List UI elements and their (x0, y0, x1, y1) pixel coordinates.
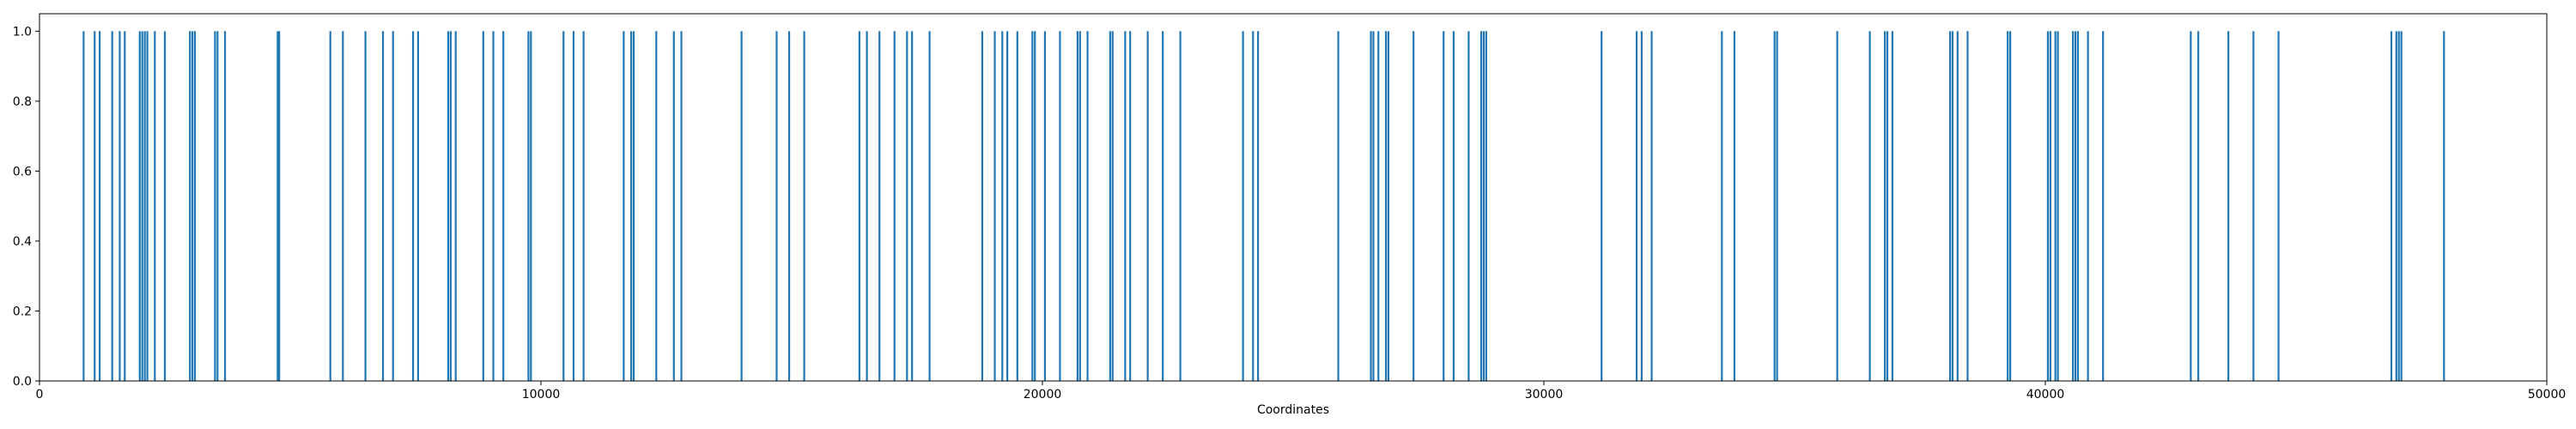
x-tick-label: 20000 (1024, 388, 1062, 402)
x-tick-label: 10000 (522, 388, 561, 402)
x-tick-label: 0 (36, 388, 44, 402)
y-tick-label: 0.0 (13, 375, 32, 389)
y-tick-label: 1.0 (13, 25, 32, 39)
x-axis-label: Coordinates (1257, 403, 1329, 417)
plot-frame (39, 13, 2548, 382)
x-tick-label: 50000 (2528, 388, 2567, 402)
x-tick-label: 40000 (2026, 388, 2065, 402)
y-tick-label: 0.2 (13, 305, 32, 318)
y-tick-label: 0.8 (13, 95, 32, 109)
y-tick-label: 0.4 (13, 235, 32, 249)
x-tick-label: 30000 (1525, 388, 1564, 402)
y-tick-label: 0.6 (13, 165, 32, 178)
